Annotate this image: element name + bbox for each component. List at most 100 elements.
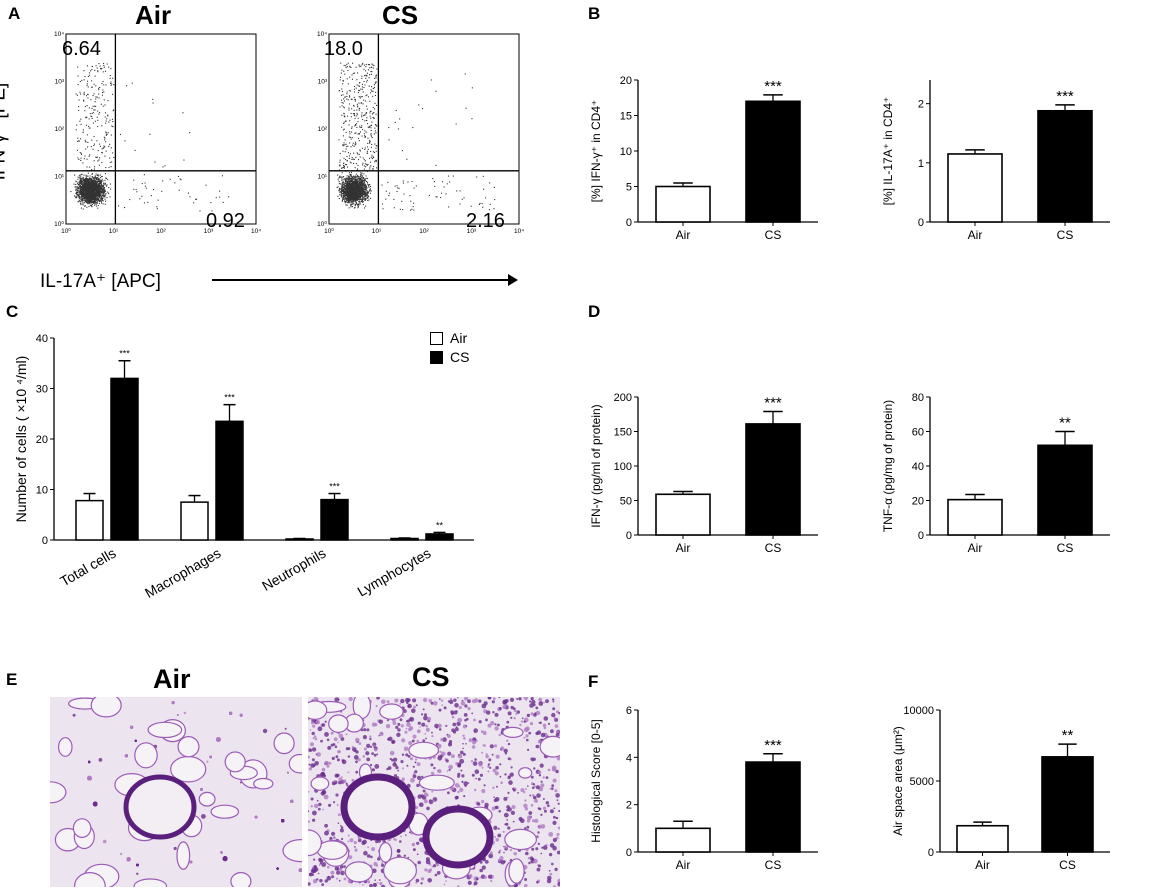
bar-cs — [215, 420, 244, 541]
y-tick-label: 20 — [620, 75, 632, 87]
y-tick-label: 0 — [928, 847, 934, 859]
chart-c-cells: 0 10 20 30 40 Number of cells ( ×10 ⁴/ml) *** T… — [13, 333, 474, 601]
y-axis-label: Histological Score [0-5] — [589, 719, 603, 842]
flow-y-tick: 10² — [55, 126, 65, 133]
bronchiole — [123, 774, 197, 840]
flow-x-tick: 10¹ — [109, 228, 119, 235]
flow-frame — [65, 33, 257, 225]
chart-b-il17: 0 1 2 [%] IL-17A⁺ in CD4⁺ Air CS *** — [881, 80, 1110, 242]
significance-mark: *** — [764, 394, 782, 411]
bar-cs — [1037, 444, 1093, 536]
chart-d-ifn: 0 50 100 150 200 IFN-γ (pg/ml of protein) Air C… — [589, 392, 818, 555]
y-tick-label: 15 — [620, 111, 632, 123]
bar-cs — [745, 761, 801, 853]
y-tick-label: 0 — [626, 217, 632, 229]
x-tick-label: CS — [1057, 228, 1074, 242]
x-category-label: Macrophages — [142, 545, 223, 601]
flow-y-tick: 10³ — [55, 79, 65, 86]
x-category-label: Total cells — [57, 545, 118, 590]
significance-mark: *** — [224, 393, 235, 403]
y-tick-label: 40 — [36, 333, 48, 345]
y-axis-label: IFN-γ (pg/ml of protein) — [589, 404, 603, 527]
bar-cs — [110, 377, 139, 541]
panel-letter-c: C — [6, 302, 19, 321]
chart-f-airspace: 0 5000 10000 Air space area (μm²) Air CS ** — [891, 705, 1110, 872]
bar-air — [285, 538, 314, 541]
bar-air — [655, 827, 711, 853]
x-tick-label: CS — [1057, 541, 1074, 555]
y-axis-label: Air space area (μm²) — [891, 726, 905, 836]
y-tick-label: 6 — [626, 705, 632, 717]
bar-cs — [1041, 756, 1094, 853]
significance-mark: *** — [329, 482, 340, 492]
panel-letter-b: B — [588, 4, 601, 23]
significance-mark: *** — [764, 737, 782, 754]
significance-mark: *** — [1056, 88, 1074, 105]
significance-mark: ** — [1059, 415, 1071, 432]
flow-cs-lower-right-value: 2.16 — [466, 210, 505, 232]
bar-air — [655, 493, 711, 536]
x-category-label: Neutrophils — [259, 545, 328, 594]
flow-x-arrow — [212, 274, 518, 286]
x-tick-label: CS — [765, 858, 782, 872]
histology-image-cs — [308, 697, 560, 887]
y-tick-label: 200 — [614, 392, 632, 404]
chart-b-ifn: 0 5 10 15 20 [%] IFN-γ⁺ in CD4⁺ Air CS *** — [589, 75, 818, 242]
bar-cs — [425, 533, 454, 541]
flow-y-tick: 10³ — [318, 79, 328, 86]
significance-mark: ** — [436, 520, 444, 530]
y-tick-label: 2 — [626, 800, 632, 812]
flow-title-air: Air — [135, 0, 172, 30]
x-category-label: Lymphocytes — [355, 545, 434, 600]
y-tick-label: 100 — [614, 461, 632, 473]
flow-x-tick: 10⁰ — [61, 227, 71, 235]
flow-dots — [336, 62, 496, 211]
x-tick-label: Air — [968, 541, 983, 555]
y-axis-label: [%] IFN-γ⁺ in CD4⁺ — [589, 100, 603, 203]
flow-x-label: IL-17A⁺ [APC] — [40, 271, 161, 292]
bar-cs — [745, 423, 801, 536]
y-tick-label: 150 — [614, 427, 632, 439]
flow-cs-upper-left-value: 18.0 — [324, 38, 363, 60]
flow-y-label: IFN-γ⁺ [PE] — [0, 82, 10, 181]
flow-air-lower-right-value: 0.92 — [206, 210, 245, 232]
y-tick-label: 5 — [626, 182, 632, 194]
flow-x-tick: 10² — [419, 228, 429, 235]
y-axis-label: Number of cells ( ×10 ⁴/ml) — [13, 356, 29, 523]
y-axis-label: TNF-α (pg/mg of protein) — [881, 400, 895, 532]
y-tick-label: 1 — [918, 158, 924, 170]
significance-mark: *** — [119, 349, 130, 359]
flow-y-tick: 10⁰ — [54, 220, 64, 228]
flow-x-tick: 10⁴ — [251, 228, 261, 235]
x-tick-label: Air — [968, 228, 983, 242]
significance-mark: *** — [764, 78, 782, 95]
flow-x-tick: 10⁰ — [324, 227, 334, 235]
x-tick-label: CS — [765, 228, 782, 242]
legend-air-swatch — [430, 332, 443, 345]
y-tick-label: 0 — [918, 530, 924, 542]
legend-cs-swatch — [430, 351, 443, 364]
panel-letter-f: F — [588, 672, 599, 691]
y-tick-label: 20 — [912, 496, 924, 508]
flow-y-tick: 10¹ — [318, 174, 328, 181]
bar-air — [75, 499, 104, 541]
y-tick-label: 10000 — [903, 705, 934, 717]
y-tick-label: 2 — [918, 99, 924, 111]
bar-air — [947, 153, 1003, 223]
y-tick-label: 0 — [626, 530, 632, 542]
y-tick-label: 40 — [912, 461, 924, 473]
flow-dots — [70, 63, 230, 212]
y-tick-label: 0 — [626, 847, 632, 859]
flow-title-cs: CS — [382, 0, 419, 30]
histology-image-air — [50, 697, 302, 887]
flow-y-tick: 10² — [318, 126, 328, 133]
flow-y-tick: 10⁰ — [317, 220, 327, 228]
y-tick-label: 10 — [36, 485, 48, 497]
bar-air — [180, 501, 209, 541]
y-tick-label: 80 — [912, 392, 924, 404]
y-tick-label: 60 — [912, 427, 924, 439]
bar-cs — [745, 100, 801, 223]
y-axis-label: [%] IL-17A⁺ in CD4⁺ — [881, 97, 895, 206]
y-tick-label: 50 — [620, 496, 632, 508]
